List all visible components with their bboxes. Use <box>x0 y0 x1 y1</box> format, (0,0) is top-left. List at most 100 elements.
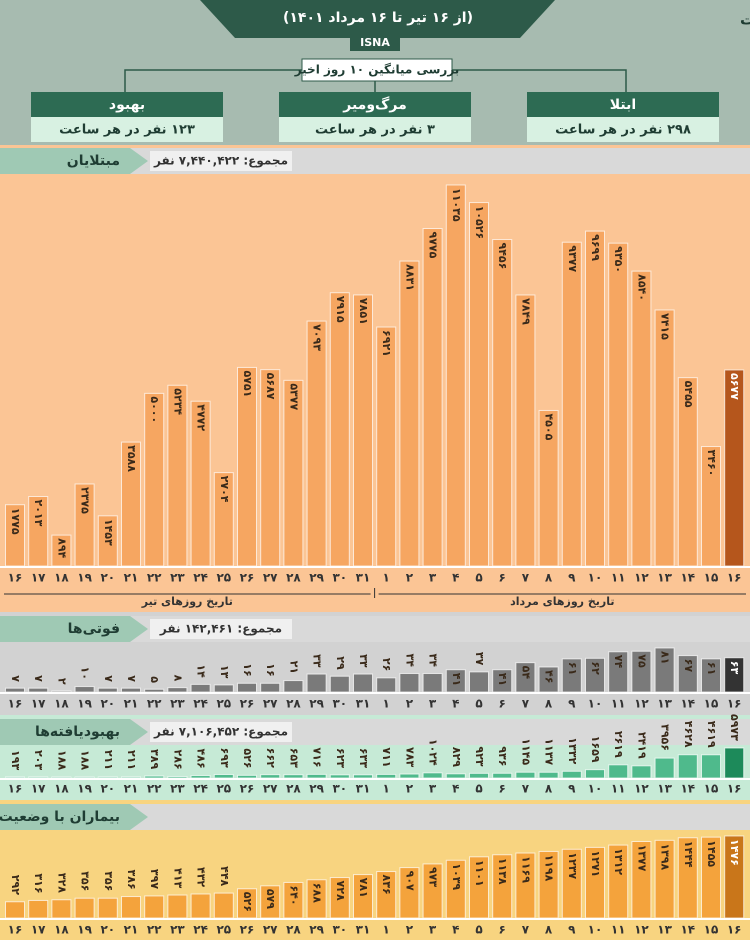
value-label: ۱۱۹۸ <box>543 854 556 881</box>
x-tick-label: ۸ <box>545 782 553 796</box>
x-tick-label: ۲۱ <box>124 923 139 937</box>
value-label: ۸۱ <box>659 651 672 664</box>
value-label: ۶۹۳ <box>218 748 231 768</box>
value-label: ۷۱۱ <box>380 747 393 767</box>
value-label: ۹۰۷ <box>403 871 416 891</box>
box-death: مرگ‌ومیر ۳ نفر در هر ساعت <box>279 92 471 142</box>
value-label: ۱۰۲۴ <box>427 739 440 766</box>
x-tick-label: ۱۶ <box>8 782 23 796</box>
x-tick-label: ۲۵ <box>216 697 231 711</box>
bar <box>608 764 629 779</box>
x-tick-label: ۸ <box>545 571 553 585</box>
x-tick-label: ۱۹ <box>77 697 92 711</box>
bar <box>445 184 466 567</box>
source: ISNA <box>360 36 390 49</box>
bar <box>631 270 652 567</box>
value-label: ۵۴ <box>519 666 532 680</box>
value-label: ۷ <box>32 675 45 682</box>
value-label: ۱۴۵۵ <box>705 840 718 867</box>
bar <box>422 673 443 693</box>
x-tick-label: ۳۱ <box>356 697 371 711</box>
x-tick-label: ۱۸ <box>54 697 69 711</box>
x-tick-label: ۲۰ <box>100 697 115 711</box>
total-box <box>150 619 292 639</box>
x-tick-label: ۲ <box>406 782 414 796</box>
title-tab <box>0 148 148 174</box>
x-tick-label: ۱۷ <box>31 697 46 711</box>
chart-total: مجموع: ۷,۱۰۶,۴۵۲ نفر <box>153 725 288 740</box>
bar <box>167 776 188 779</box>
bar <box>121 896 141 919</box>
value-label: ۷ <box>125 675 138 682</box>
value-label: ۶۷ <box>682 659 695 673</box>
bar <box>376 677 397 693</box>
x-tick-label: ۲۴ <box>193 782 208 796</box>
x-tick-label: ۲۶ <box>240 923 255 937</box>
bar <box>97 687 118 693</box>
x-tick-label: ۱ <box>383 571 390 585</box>
x-tick-label: ۱۶ <box>8 571 23 585</box>
value-label: ۷۸۳ <box>403 747 416 767</box>
value-label: ۵۲۳۴ <box>171 388 184 415</box>
value-label: ۱۰ <box>79 667 92 680</box>
box-body <box>31 117 223 142</box>
title-tab <box>0 616 148 642</box>
x-tick-label: ۱۱ <box>611 697 626 711</box>
bar <box>97 776 118 779</box>
x-tick-label: ۲۵ <box>216 782 231 796</box>
x-tick-label: ۲۵ <box>216 571 231 585</box>
x-tick-label: ۲۸ <box>286 782 301 796</box>
bar <box>74 776 95 779</box>
subtitle: (از ۱۶ تیر تا ۱۶ مرداد ۱۴۰۱) <box>283 10 473 26</box>
bar <box>237 774 257 779</box>
bar <box>329 292 350 567</box>
x-tick-label: ۳۰ <box>332 923 347 937</box>
x-tick-label: ۲۴ <box>193 571 208 585</box>
x-tick-label: ۱۵ <box>704 571 719 585</box>
value-label: ۴۸۶ <box>195 749 208 769</box>
bar <box>144 895 165 919</box>
value-label: ۴۱ <box>450 673 463 686</box>
bar <box>654 309 675 567</box>
value-label: ۵۰۰۰ <box>148 396 161 423</box>
x-tick-label: ۲۹ <box>309 697 324 711</box>
chart-title: بهبودیافته‌ها <box>35 724 120 740</box>
value-label: ۳۵۶ <box>79 871 92 891</box>
bar <box>724 747 745 779</box>
value-label: ۳۲۸ <box>55 873 68 893</box>
x-tick-label: ۲۷ <box>263 697 278 711</box>
bar <box>585 230 605 567</box>
value-label: ۱۱۶۹ <box>519 856 532 883</box>
bar <box>74 686 95 693</box>
value-label: ۱۶ <box>264 663 277 676</box>
x-tick-label: ۳۱ <box>356 782 371 796</box>
value-label: ۱۴۴۴ <box>682 841 695 868</box>
value-label: ۵ <box>148 676 161 683</box>
value-label: ۱۱۳۷ <box>543 738 556 765</box>
value-label: ۱۰۳۹ <box>450 863 463 890</box>
bar <box>492 772 513 779</box>
bar <box>608 242 629 567</box>
x-tick-label: ۱ <box>383 697 390 711</box>
x-tick-label: ۱۳ <box>657 571 672 585</box>
x-tick-label: ۱۲ <box>634 782 649 796</box>
x-tick-label: ۱۷ <box>31 782 46 796</box>
bar <box>561 770 582 779</box>
value-label: ۶۲۳ <box>334 748 347 768</box>
bar <box>283 774 304 779</box>
x-tick-label: ۱۰ <box>588 571 603 585</box>
box-text: ۳ نفر در هر ساعت <box>315 123 435 138</box>
value-label: ۲۱۱ <box>125 750 138 770</box>
x-tick-label: ۲ <box>406 571 414 585</box>
x-tick-label: ۳۰ <box>332 571 347 585</box>
value-label: ۶۳۳ <box>357 748 370 768</box>
value-label: ۳۹۷ <box>148 869 161 889</box>
value-label: ۱۳ <box>218 665 231 679</box>
value-label: ۶۸۸ <box>311 883 324 903</box>
value-label: ۲۹ <box>334 656 347 670</box>
bar <box>422 228 443 567</box>
x-tick-label: ۱۴ <box>680 782 695 796</box>
value-label: ۱۳۷۷ <box>635 845 648 872</box>
x-tick-label: ۱ <box>383 923 390 937</box>
